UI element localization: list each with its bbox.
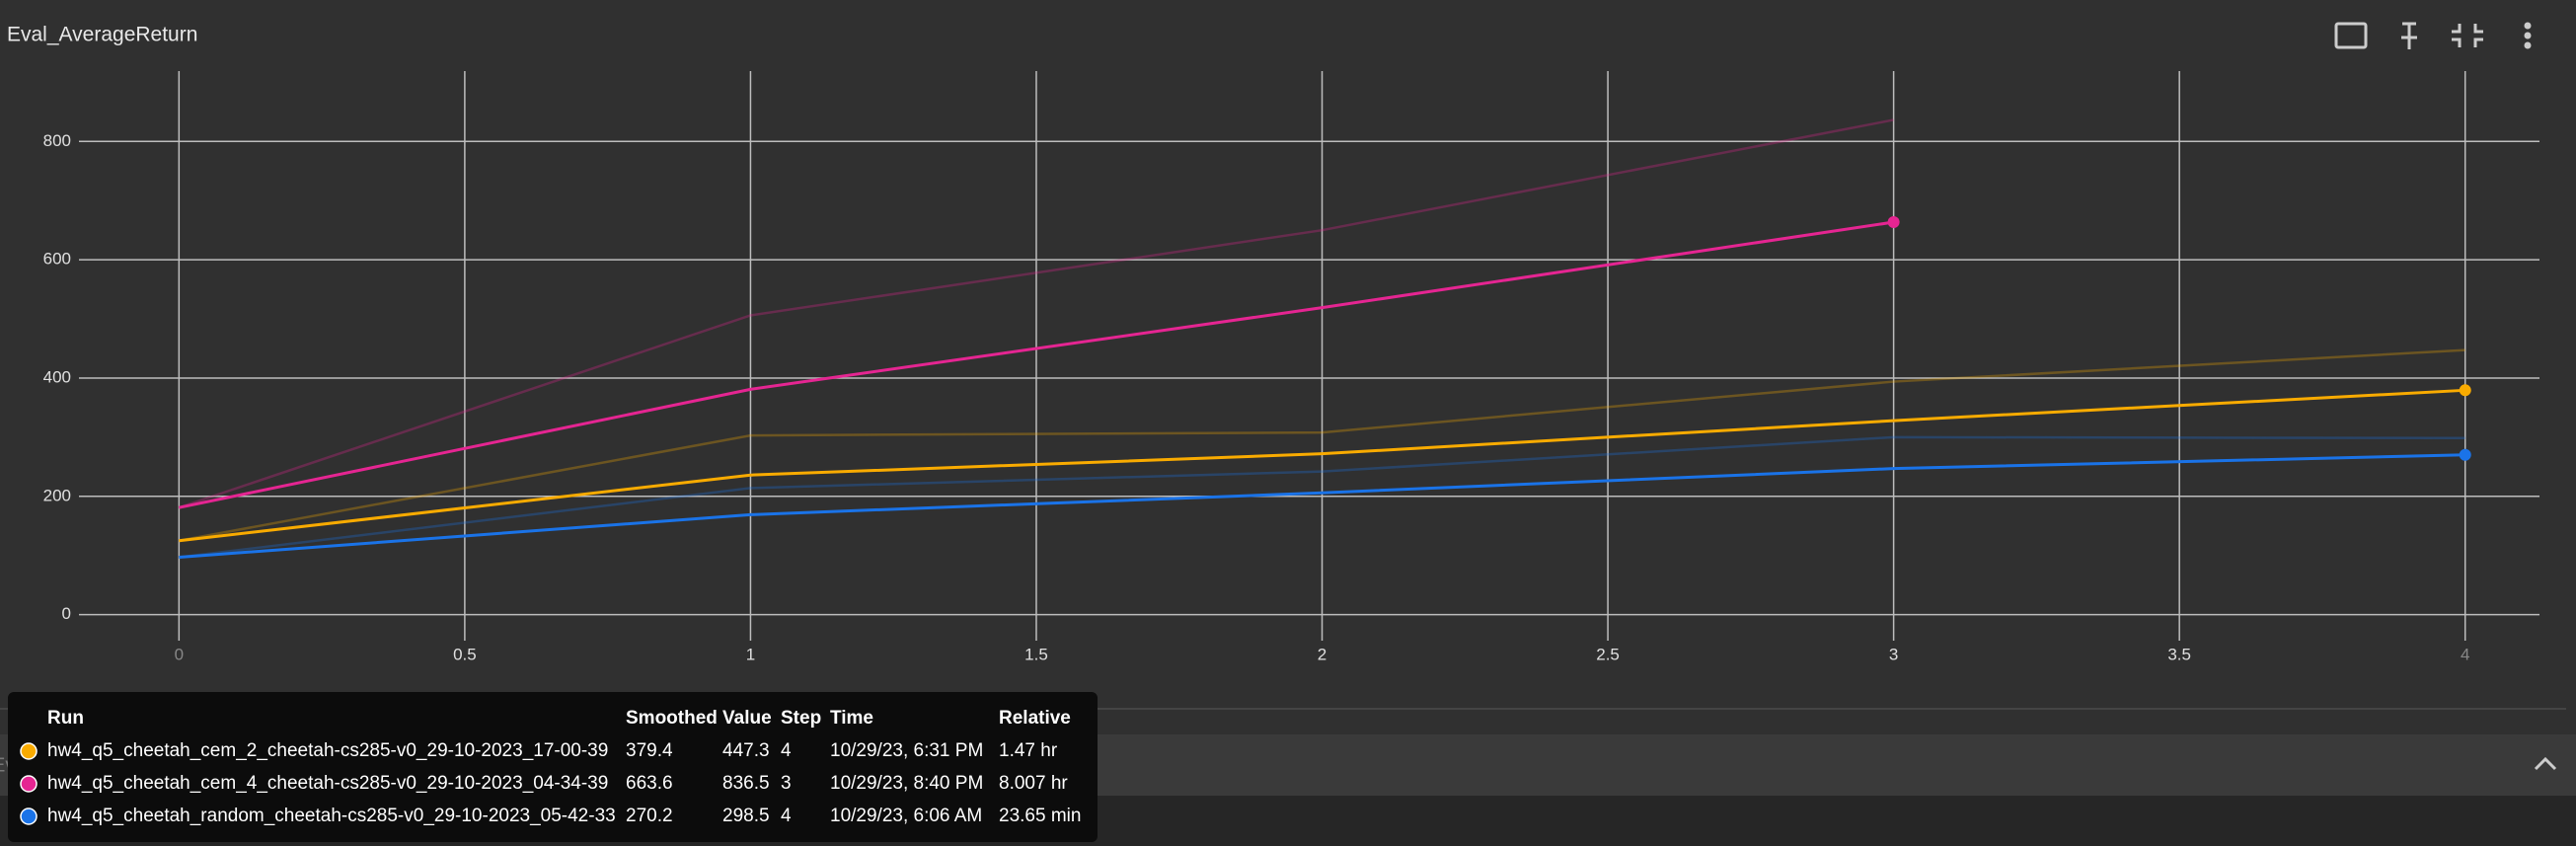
raw-value: 836.5 — [722, 773, 770, 794]
y-tick-label: 600 — [43, 250, 71, 269]
run-swatch — [20, 742, 38, 760]
x-tick-label: 1 — [746, 645, 755, 663]
step: 4 — [781, 740, 792, 761]
relative: 8.007 hr — [999, 773, 1068, 794]
smoothed-line — [179, 388, 2465, 543]
relative: 1.47 hr — [999, 740, 1058, 761]
fit-icon[interactable] — [2334, 22, 2368, 49]
x-tick-label: 0 — [175, 645, 184, 663]
last-point — [1887, 216, 1900, 229]
toolbar — [2334, 22, 2532, 49]
smoothed-value: 379.4 — [626, 740, 673, 761]
menu-icon[interactable] — [2524, 22, 2532, 30]
x-tick-label: 3.5 — [2167, 645, 2191, 663]
smoothed-line — [179, 220, 1894, 509]
collapse-icon[interactable] — [2534, 756, 2557, 771]
card — [0, 0, 2576, 711]
x-tick-label: 4 — [2461, 645, 2469, 663]
x-tick-label: 2 — [1318, 645, 1326, 663]
x-tick-label: 3 — [1889, 645, 1898, 663]
raw-value: 298.5 — [722, 806, 770, 826]
raw-line — [179, 435, 2465, 559]
y-tick-label: 200 — [43, 486, 71, 504]
x-tick-label: 2.5 — [1596, 645, 1620, 663]
chart-title: Eval_AverageReturn — [7, 24, 197, 46]
step: 4 — [781, 806, 792, 826]
relative: 23.65 min — [999, 806, 1081, 826]
menu-icon[interactable] — [2524, 41, 2532, 49]
raw-value: 447.3 — [722, 740, 770, 761]
run-swatch — [20, 775, 38, 793]
tooltip-header: Time — [830, 708, 873, 729]
x-tick-label: 0.5 — [453, 645, 477, 663]
y-tick-label: 800 — [43, 131, 71, 150]
raw-line — [178, 118, 1894, 509]
tooltip-header: Relative — [999, 708, 1071, 729]
step: 3 — [781, 773, 792, 794]
time: 10/29/23, 6:31 PM — [830, 740, 983, 761]
last-point — [2459, 384, 2471, 397]
run-name: hw4_q5_cheetah_cem_4_cheetah-cs285-v0_29… — [47, 773, 608, 794]
smoothed-line — [179, 453, 2465, 560]
tooltip-header: Step — [781, 708, 821, 729]
smoothed-value: 663.6 — [626, 773, 673, 794]
x-tick-label: 1.5 — [1024, 645, 1048, 663]
tooltip-header: Run — [47, 708, 84, 729]
pin-icon[interactable] — [2401, 22, 2417, 49]
last-point — [2459, 448, 2471, 461]
expand-icon[interactable] — [2452, 24, 2483, 47]
y-tick-label: 0 — [62, 604, 71, 623]
run-name: hw4_q5_cheetah_cem_2_cheetah-cs285-v0_29… — [47, 740, 608, 761]
y-tick-label: 400 — [43, 367, 71, 386]
time: 10/29/23, 8:40 PM — [830, 773, 983, 794]
run-swatch — [20, 808, 38, 825]
tooltip-box — [8, 692, 1098, 842]
time: 10/29/23, 6:06 AM — [830, 806, 982, 826]
tooltip-header: Value — [722, 708, 772, 729]
smoothed-value: 270.2 — [626, 806, 673, 826]
tooltip-header: Smoothed — [626, 708, 718, 729]
run-name: hw4_q5_cheetah_random_cheetah-cs285-v0_2… — [47, 806, 616, 826]
raw-line — [179, 348, 2465, 542]
menu-icon[interactable] — [2524, 32, 2532, 39]
